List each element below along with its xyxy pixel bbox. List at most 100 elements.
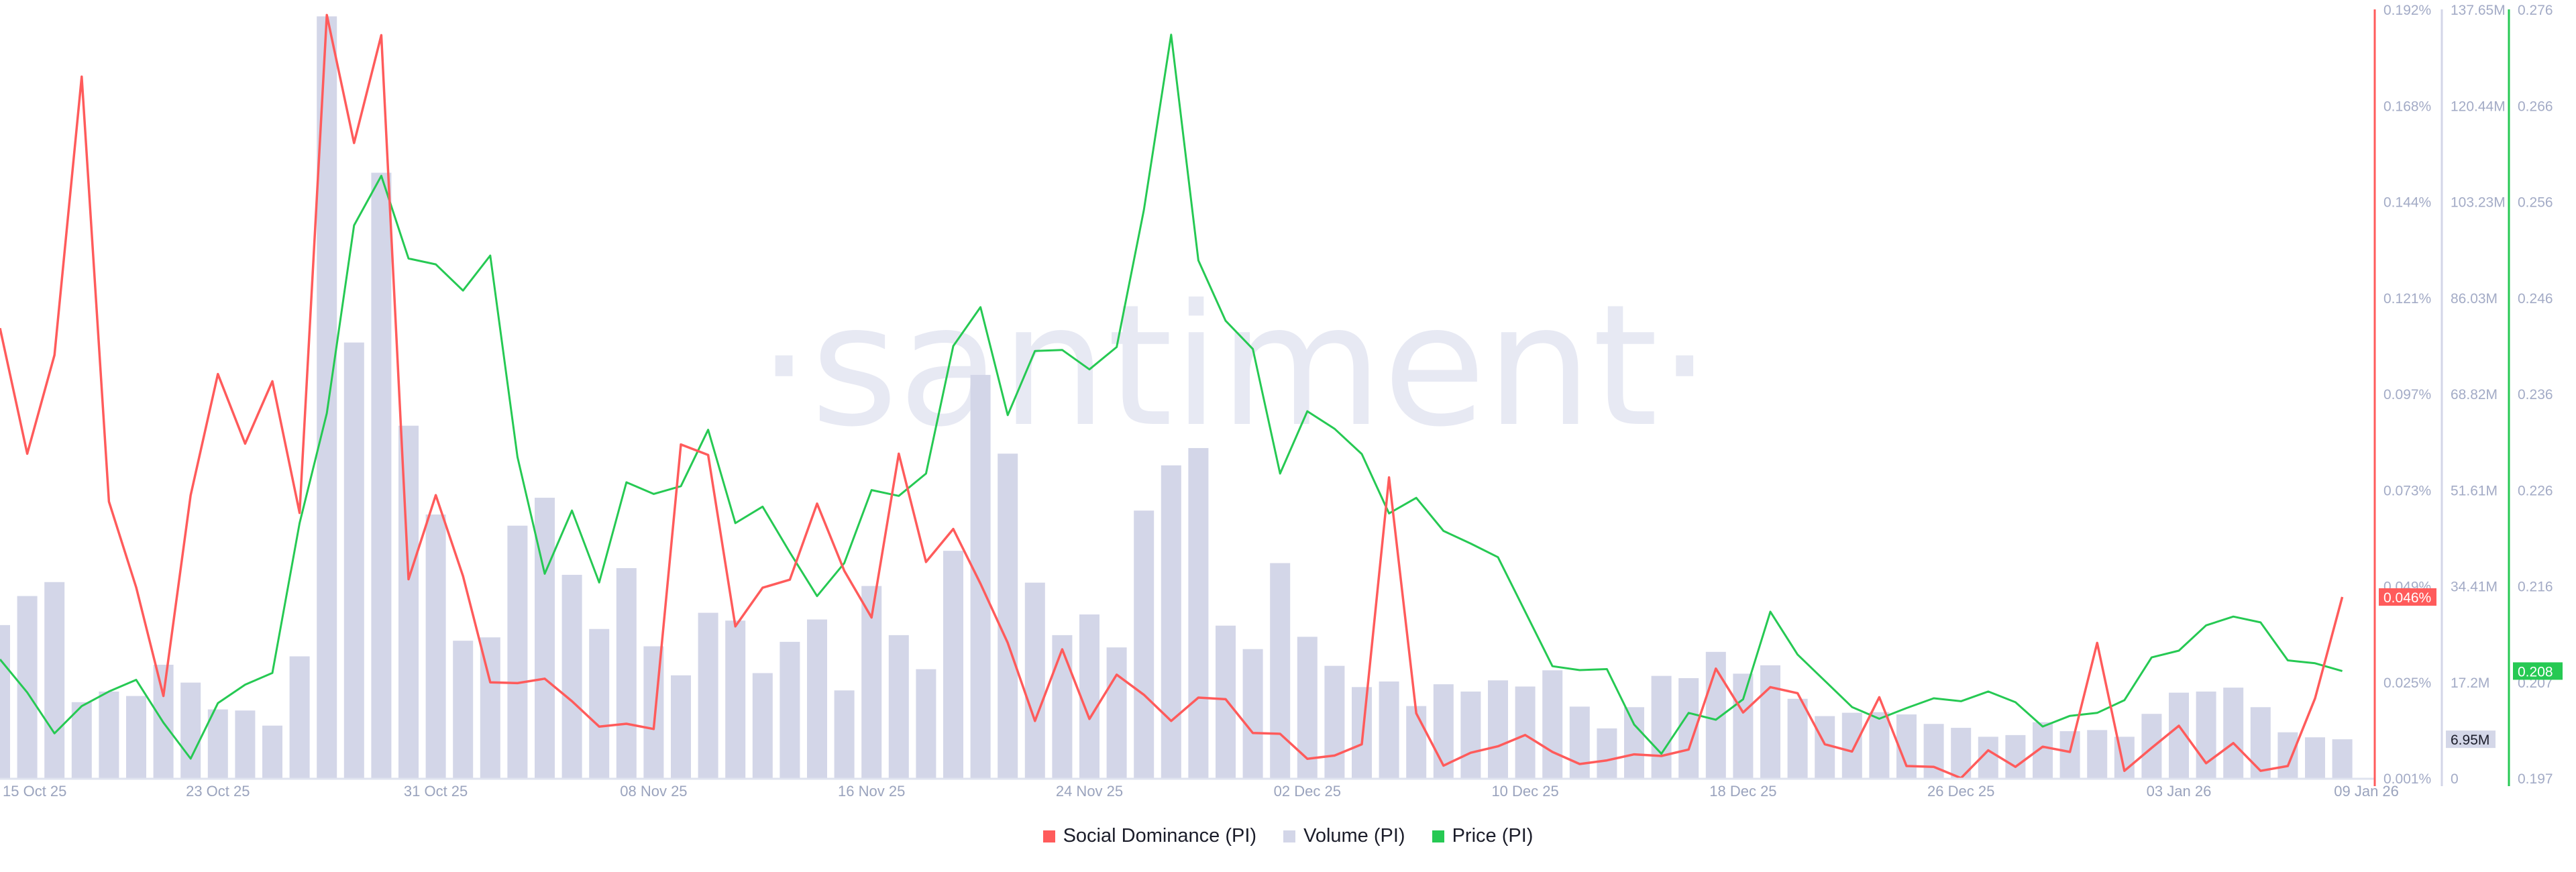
- volume-bar: [807, 619, 827, 778]
- x-tick-label: 18 Dec 25: [1709, 783, 1776, 800]
- volume-bar: [2059, 731, 2080, 778]
- legend-item-volume[interactable]: Volume (PI): [1283, 825, 1405, 847]
- volume-bar: [998, 453, 1018, 778]
- legend-swatch-volume: [1283, 830, 1296, 842]
- social-dominance-tick-label: 0.025%: [2383, 675, 2431, 691]
- volume-tick-label: 86.03M: [2451, 291, 2498, 307]
- price-tick-label: 0.197: [2518, 771, 2553, 787]
- volume-bar: [0, 624, 10, 778]
- volume-bar: [1324, 665, 1345, 778]
- volume-bar: [1161, 465, 1181, 778]
- volume-bar: [2141, 714, 2162, 778]
- volume-tick-label: 17.2M: [2451, 675, 2489, 691]
- x-tick-label: 24 Nov 25: [1056, 783, 1123, 800]
- volume-bar: [2087, 730, 2108, 778]
- volume-bar: [2332, 739, 2353, 778]
- price-tick-label: 0.266: [2518, 99, 2553, 114]
- volume-bar: [1569, 706, 1590, 778]
- x-tick-label: 08 Nov 25: [620, 783, 687, 800]
- x-tick-label: 03 Jan 26: [2147, 783, 2212, 800]
- social-dominance-line: [0, 13, 2344, 779]
- price-last-value-badge: [2513, 662, 2563, 680]
- legend-swatch-social-dominance: [1042, 830, 1055, 842]
- legend-item-price[interactable]: Price (PI): [1432, 825, 1534, 847]
- legend-label: Price (PI): [1452, 825, 1534, 847]
- volume-last-value: 6.95M: [2451, 732, 2489, 748]
- volume-bar: [698, 612, 718, 778]
- volume-bar: [1052, 635, 1073, 778]
- price-tick-label: 0.236: [2518, 387, 2553, 402]
- social-dominance-tick-label: 0.168%: [2383, 99, 2431, 114]
- volume-bar: [453, 641, 474, 778]
- volume-bar: [507, 525, 528, 778]
- volume-bar: [1460, 691, 1481, 778]
- chart: ·santiment· 15 Oct 25 23 Oct 25 31 Oct 25 0…: [0, 3, 2563, 800]
- volume-bar: [2033, 722, 2053, 778]
- volume-bar: [1188, 447, 1209, 778]
- volume-last-value-badge: [2446, 730, 2496, 749]
- volume-bar: [2005, 734, 2026, 778]
- volume-bar: [2223, 688, 2244, 778]
- volume-bar: [126, 696, 146, 778]
- volume-tick-label: 103.23M: [2451, 195, 2506, 211]
- legend-item-social-dominance[interactable]: Social Dominance (PI): [1042, 825, 1256, 847]
- x-tick-label: 02 Dec 25: [1274, 783, 1341, 800]
- volume-bar: [2277, 732, 2298, 778]
- volume-bars: [0, 16, 2353, 779]
- x-tick-label: 16 Nov 25: [838, 783, 905, 800]
- volume-bar: [943, 551, 963, 778]
- volume-bar: [1106, 647, 1127, 778]
- volume-tick-label: 137.65M: [2451, 3, 2506, 18]
- social-dominance-tick-label: 0.192%: [2383, 3, 2431, 18]
- volume-bar: [180, 682, 201, 778]
- volume-tick-label: 68.82M: [2451, 387, 2498, 402]
- legend-swatch-price: [1432, 830, 1444, 842]
- volume-bar: [1869, 712, 1890, 778]
- social-dominance-last-value: 0.046%: [2383, 590, 2431, 606]
- social-dominance-tick-label: 0.073%: [2383, 483, 2431, 498]
- volume-bar: [616, 567, 637, 778]
- price-tick-label: 0.226: [2518, 483, 2553, 498]
- volume-bar: [44, 582, 65, 778]
- volume-bar: [71, 702, 92, 778]
- santiment-watermark: ·santiment·: [757, 268, 1711, 464]
- volume-bar: [207, 709, 228, 778]
- volume-bar: [1542, 670, 1563, 778]
- x-tick-label: 15 Oct 25: [3, 783, 66, 800]
- volume-bar: [1488, 680, 1508, 778]
- volume-bar: [17, 596, 38, 778]
- volume-bar: [99, 691, 119, 778]
- volume-bar: [262, 725, 282, 778]
- social-dominance-last-value-badge: [2379, 588, 2436, 606]
- volume-bar: [1134, 510, 1155, 778]
- volume-bar: [1270, 563, 1291, 778]
- price-tick-label: 0.216: [2518, 580, 2553, 595]
- volume-bar: [343, 342, 364, 778]
- volume-bar: [1515, 686, 1536, 778]
- legend-label: Volume (PI): [1303, 825, 1405, 847]
- series-lines: [0, 13, 2344, 779]
- volume-bar: [1216, 625, 1236, 778]
- volume-bar: [2250, 707, 2271, 778]
- volume-bar: [1024, 582, 1045, 778]
- volume-bar: [1733, 673, 1754, 778]
- volume-bar: [1624, 707, 1644, 778]
- social-dominance-tick-label: 0.121%: [2383, 291, 2431, 307]
- x-tick-label: 09 Jan 26: [2334, 783, 2399, 800]
- volume-bar: [916, 669, 936, 778]
- volume-tick-label: 120.44M: [2451, 99, 2506, 114]
- x-tick-label: 26 Dec 25: [1927, 783, 1994, 800]
- volume-bar: [970, 374, 991, 778]
- volume-bar: [398, 425, 419, 778]
- volume-bar: [834, 690, 855, 778]
- volume-bar: [780, 641, 800, 778]
- volume-bar: [1760, 665, 1780, 778]
- volume-bar: [2305, 737, 2325, 778]
- price-tick-label: 0.276: [2518, 3, 2553, 18]
- volume-bar: [888, 635, 909, 778]
- volume-bar: [671, 675, 691, 778]
- legend: Social Dominance (PI) Volume (PI) Price …: [0, 825, 2576, 847]
- price-tick-label: 0.256: [2518, 195, 2553, 211]
- x-tick-label: 10 Dec 25: [1491, 783, 1558, 800]
- volume-bar: [1597, 728, 1617, 778]
